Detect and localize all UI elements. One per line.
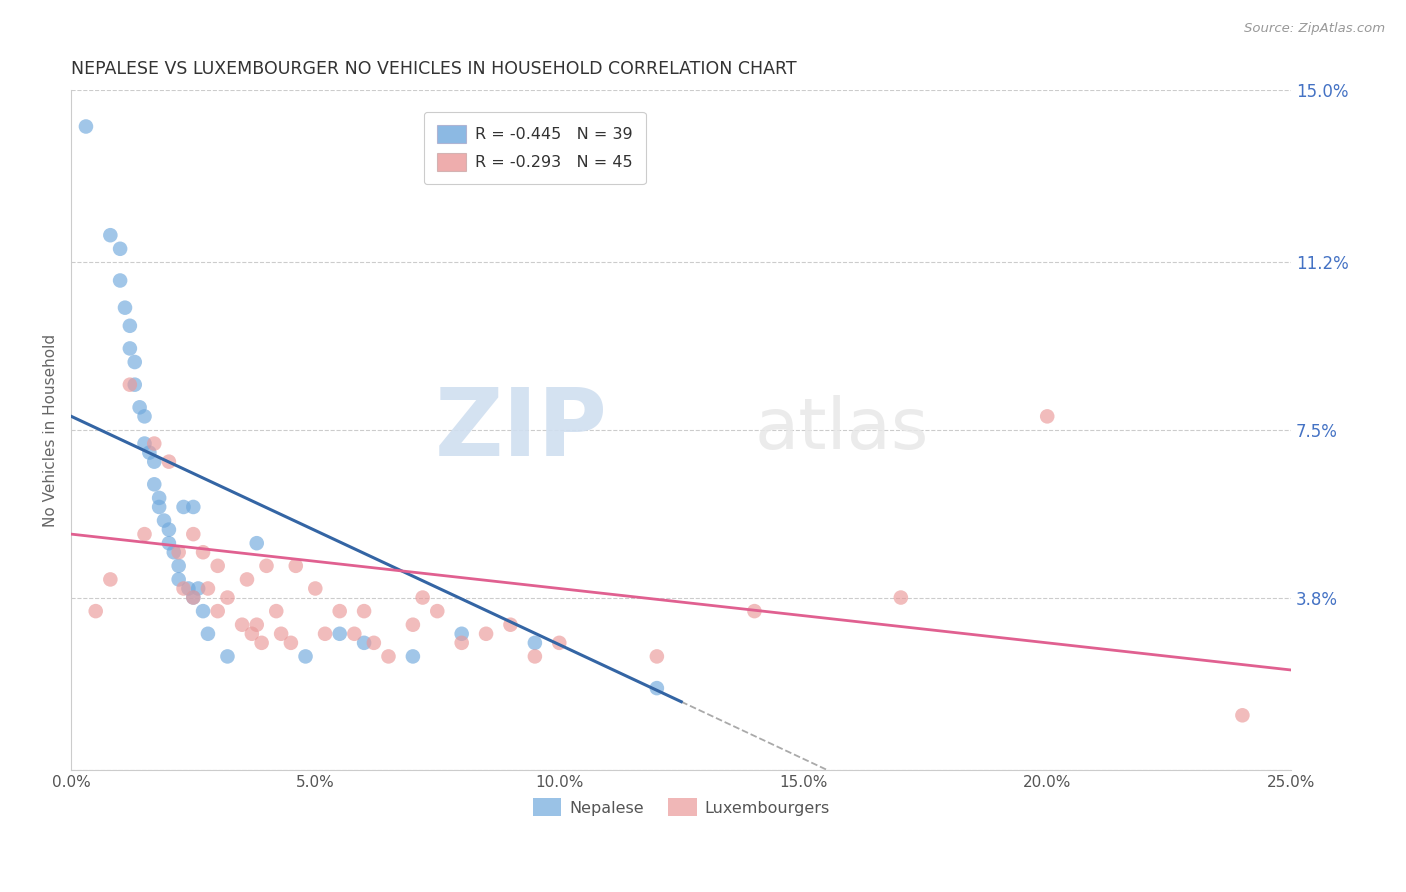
Point xyxy=(118,318,141,333)
Point xyxy=(114,301,136,315)
Point xyxy=(217,591,239,605)
Point xyxy=(124,355,146,369)
Point xyxy=(207,604,229,618)
Point xyxy=(284,558,307,573)
Point xyxy=(181,500,204,514)
Point xyxy=(181,591,204,605)
Text: Source: ZipAtlas.com: Source: ZipAtlas.com xyxy=(1244,22,1385,36)
Point xyxy=(343,627,366,641)
Point xyxy=(329,604,352,618)
Point xyxy=(181,591,204,605)
Point xyxy=(264,604,287,618)
Point xyxy=(157,536,180,550)
Point xyxy=(250,636,273,650)
Point xyxy=(402,649,425,664)
Point xyxy=(98,573,121,587)
Point xyxy=(402,617,425,632)
Point xyxy=(499,617,522,632)
Point xyxy=(84,604,107,618)
Point xyxy=(75,120,97,134)
Point xyxy=(377,649,399,664)
Point xyxy=(1036,409,1059,424)
Point xyxy=(177,582,200,596)
Point xyxy=(143,477,166,491)
Point xyxy=(363,636,385,650)
Point xyxy=(426,604,449,618)
Point xyxy=(231,617,253,632)
Point xyxy=(240,627,263,641)
Point xyxy=(1232,708,1254,723)
Point xyxy=(197,627,219,641)
Point xyxy=(143,436,166,450)
Point xyxy=(143,455,166,469)
Point xyxy=(314,627,336,641)
Point xyxy=(246,536,269,550)
Point xyxy=(353,636,375,650)
Point xyxy=(148,491,170,505)
Point xyxy=(108,273,131,287)
Point xyxy=(191,604,214,618)
Point xyxy=(167,545,190,559)
Point xyxy=(217,649,239,664)
Point xyxy=(450,636,472,650)
Point xyxy=(645,649,668,664)
Point xyxy=(197,582,219,596)
Point xyxy=(148,500,170,514)
Text: atlas: atlas xyxy=(755,395,929,465)
Point xyxy=(191,545,214,559)
Point xyxy=(246,617,269,632)
Point xyxy=(128,401,150,415)
Point xyxy=(138,445,160,459)
Point xyxy=(118,342,141,356)
Point xyxy=(645,681,668,695)
Point xyxy=(280,636,302,650)
Point xyxy=(329,627,352,641)
Point xyxy=(187,582,209,596)
Point xyxy=(108,242,131,256)
Point xyxy=(353,604,375,618)
Point xyxy=(744,604,766,618)
Point xyxy=(256,558,278,573)
Point xyxy=(134,527,156,541)
Text: NEPALESE VS LUXEMBOURGER NO VEHICLES IN HOUSEHOLD CORRELATION CHART: NEPALESE VS LUXEMBOURGER NO VEHICLES IN … xyxy=(72,60,797,78)
Point xyxy=(294,649,316,664)
Point xyxy=(134,409,156,424)
Point xyxy=(173,500,195,514)
Point xyxy=(98,228,121,243)
Point xyxy=(134,436,156,450)
Point xyxy=(124,377,146,392)
Point xyxy=(167,558,190,573)
Text: ZIP: ZIP xyxy=(436,384,607,476)
Point xyxy=(173,582,195,596)
Point xyxy=(270,627,292,641)
Point xyxy=(181,527,204,541)
Point xyxy=(118,377,141,392)
Point xyxy=(890,591,912,605)
Point xyxy=(450,627,472,641)
Y-axis label: No Vehicles in Household: No Vehicles in Household xyxy=(44,334,58,526)
Point xyxy=(523,649,546,664)
Legend: Nepalese, Luxembourgers: Nepalese, Luxembourgers xyxy=(526,791,837,822)
Point xyxy=(548,636,571,650)
Point xyxy=(153,514,176,528)
Point xyxy=(412,591,434,605)
Point xyxy=(523,636,546,650)
Point xyxy=(236,573,259,587)
Point xyxy=(304,582,326,596)
Point xyxy=(207,558,229,573)
Point xyxy=(167,573,190,587)
Point xyxy=(157,523,180,537)
Point xyxy=(157,455,180,469)
Point xyxy=(475,627,498,641)
Point xyxy=(163,545,186,559)
